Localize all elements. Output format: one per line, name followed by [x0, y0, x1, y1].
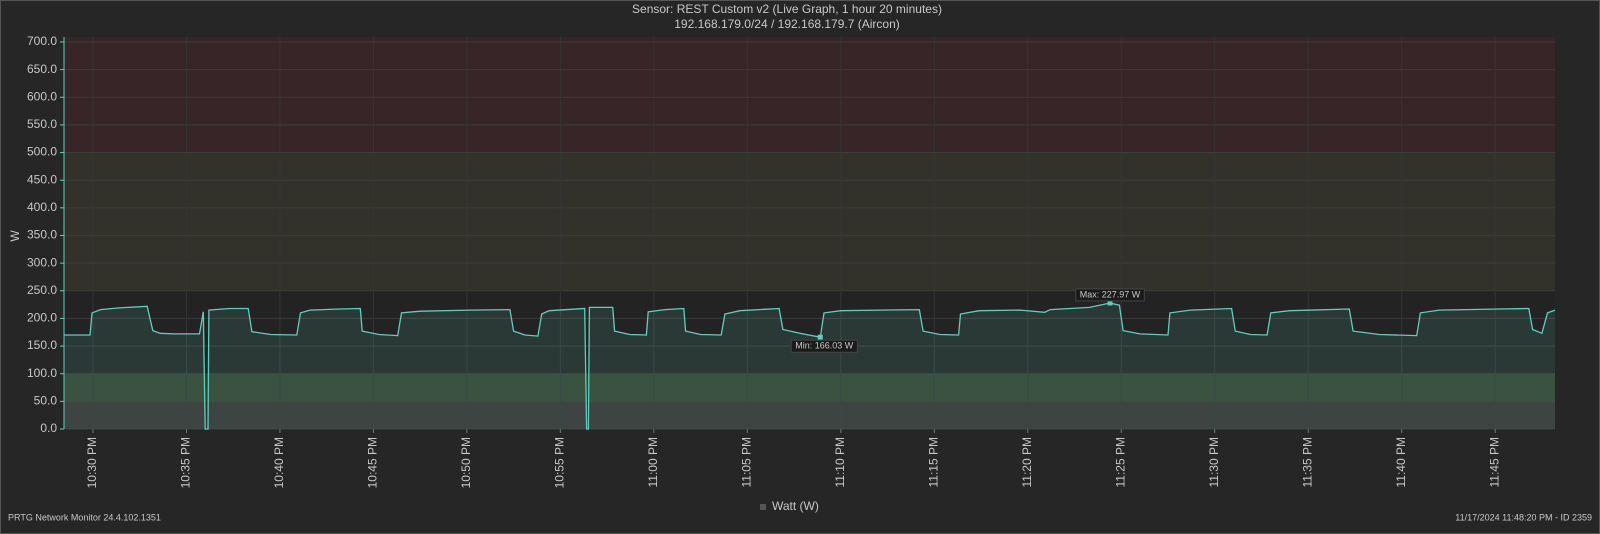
annotation-box [1075, 288, 1145, 302]
y-tick-label: 50.0 [34, 394, 58, 408]
y-tick-label: 0.0 [40, 421, 57, 435]
x-tick-label: 10:45 PM [366, 437, 380, 488]
x-tick-label: 10:40 PM [272, 437, 286, 488]
y-tick-label: 600.0 [27, 89, 57, 103]
y-tick-label: 500.0 [27, 145, 57, 159]
y-tick-label: 150.0 [27, 338, 57, 352]
y-tick-label: 400.0 [27, 200, 57, 214]
x-tick-label: 10:55 PM [553, 437, 567, 488]
x-tick-label: 10:50 PM [459, 437, 473, 488]
y-tick-label: 100.0 [27, 366, 57, 380]
y-tick-label: 650.0 [27, 62, 57, 76]
x-tick-label: 11:25 PM [1113, 437, 1127, 487]
limit-band [64, 373, 1555, 402]
x-tick-label: 11:10 PM [833, 437, 847, 487]
footer-left: PRTG Network Monitor 24.4.102.1351 [8, 512, 161, 522]
x-tick-label: 11:20 PM [1020, 437, 1034, 487]
y-tick-label: 350.0 [27, 228, 57, 242]
y-axis-label: W [8, 230, 22, 242]
footer-right: 11/17/2024 11:48:20 PM - ID 2359 [1455, 512, 1592, 522]
series-area [64, 303, 1555, 429]
y-tick-label: 200.0 [27, 311, 57, 325]
annotation-box [790, 339, 858, 353]
x-tick-label: 11:05 PM [740, 437, 754, 487]
series-line [64, 302, 1556, 430]
legend-label: Watt (W) [772, 499, 819, 513]
extreme-marker [1107, 300, 1113, 306]
x-tick-label: 10:35 PM [179, 437, 193, 488]
x-tick-label: 11:30 PM [1207, 437, 1221, 487]
x-tick-label: 11:00 PM [646, 437, 660, 487]
y-tick-label: 700.0 [27, 34, 57, 48]
x-tick-label: 11:40 PM [1394, 437, 1408, 487]
annotation-label: Min: 166.03 W [795, 341, 854, 351]
chart-title: Sensor: REST Custom v2 (Live Graph, 1 ho… [632, 2, 942, 16]
x-tick-label: 11:15 PM [926, 437, 940, 487]
chart-subtitle: 192.168.179.0/24 / 192.168.179.7 (Aircon… [674, 17, 900, 31]
annotation-label: Max: 227.97 W [1080, 289, 1141, 299]
limit-band [64, 37, 1555, 153]
y-tick-label: 300.0 [27, 255, 57, 269]
y-tick-label: 550.0 [27, 117, 57, 131]
x-tick-label: 10:30 PM [85, 437, 99, 488]
limit-band [64, 401, 1555, 429]
legend-swatch [760, 504, 766, 510]
x-tick-label: 11:35 PM [1300, 437, 1314, 487]
x-tick-label: 11:45 PM [1487, 437, 1501, 487]
y-tick-label: 450.0 [27, 172, 57, 186]
extreme-marker [817, 334, 823, 340]
y-tick-label: 250.0 [27, 283, 57, 297]
annotation: Max: 227.97 W [1075, 288, 1145, 302]
annotation: Min: 166.03 W [790, 339, 858, 353]
limit-band [64, 152, 1555, 291]
